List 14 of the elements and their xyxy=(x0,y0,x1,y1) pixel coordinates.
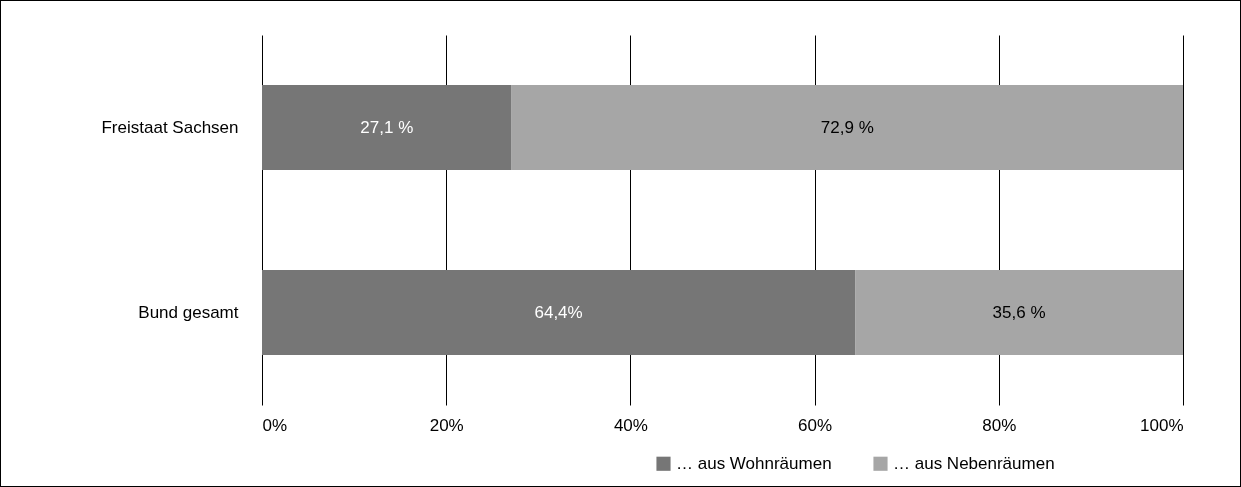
y-tick-label: Bund gesamt xyxy=(138,302,239,322)
x-tick-label: 60% xyxy=(798,415,833,435)
x-tick-label: 20% xyxy=(429,415,464,435)
data-label: 72,9 % xyxy=(820,117,874,137)
x-tick-label: 40% xyxy=(613,415,648,435)
x-tick-label: 80% xyxy=(982,415,1017,435)
data-label: 64,4% xyxy=(534,302,583,322)
legend-label: … aus Nebenräumen xyxy=(893,453,1055,473)
x-tick-label: 0% xyxy=(262,415,288,435)
data-label: 27,1 % xyxy=(360,117,414,137)
legend-label: … aus Wohnräumen xyxy=(676,453,832,473)
data-label: 35,6 % xyxy=(992,302,1046,322)
y-tick-label: Freistaat Sachsen xyxy=(101,117,239,137)
x-tick-label: 100% xyxy=(1140,415,1184,435)
